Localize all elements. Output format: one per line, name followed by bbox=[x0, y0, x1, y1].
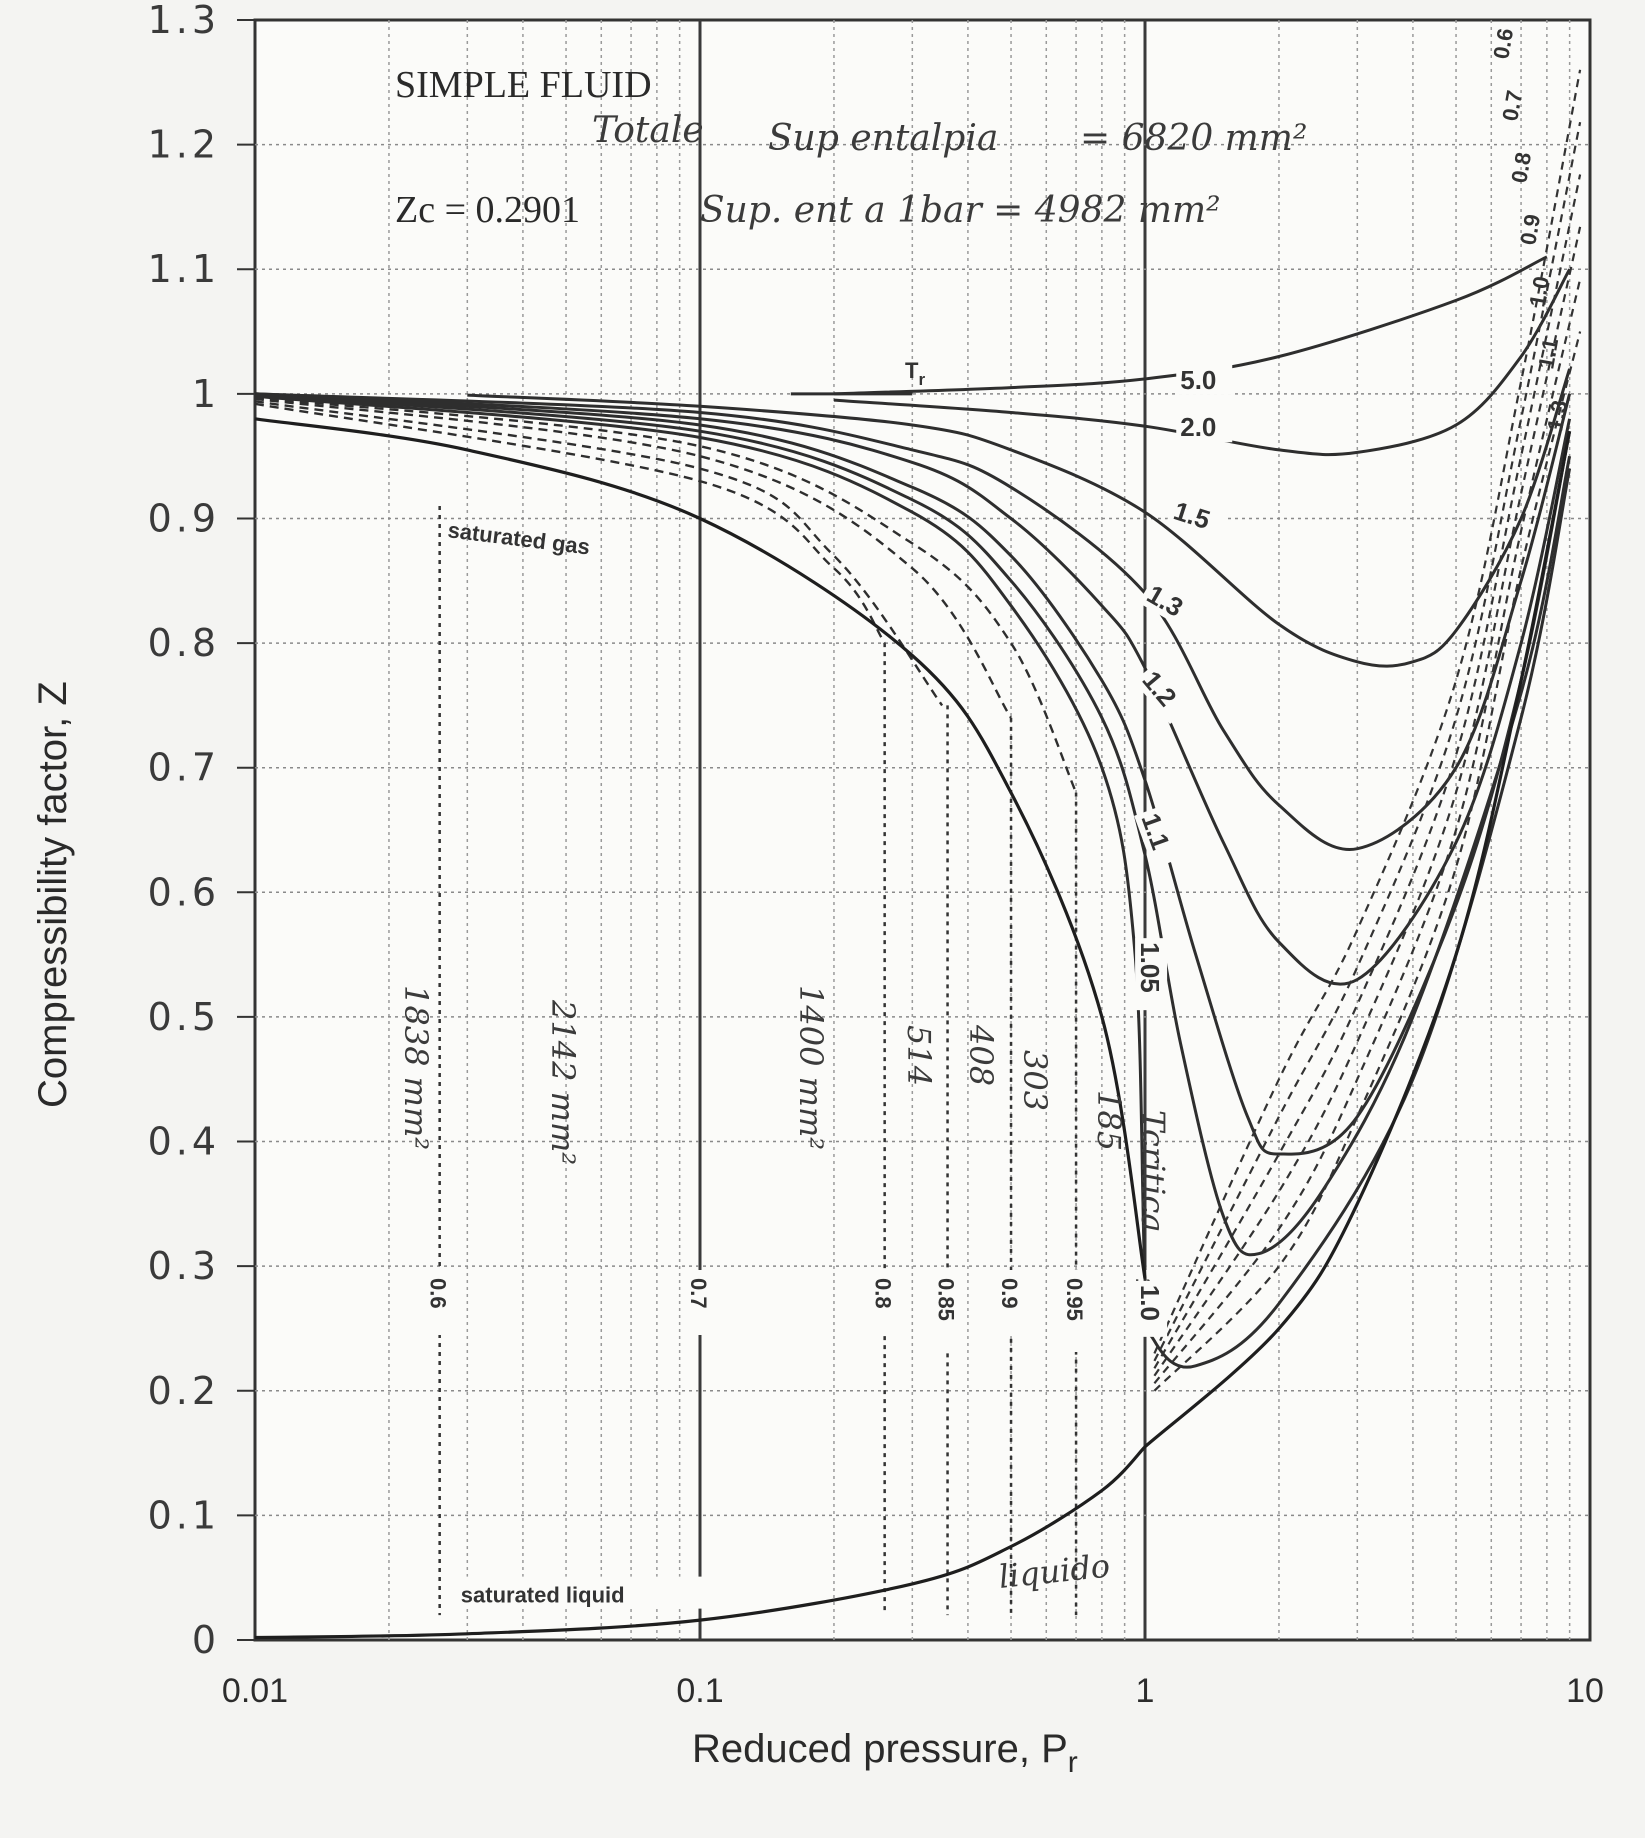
isotherm-label-bg bbox=[995, 1270, 1028, 1335]
chart-title: SIMPLE FLUID bbox=[395, 64, 652, 106]
isotherm-curve-dashed bbox=[254, 402, 886, 644]
y-tick-label: 0.4 bbox=[148, 1120, 220, 1164]
isotherm-label-bg bbox=[684, 1270, 716, 1335]
edge-isotherm-label: 0.7 bbox=[1497, 88, 1527, 122]
edge-isotherm-label: 1.0 bbox=[1524, 274, 1554, 308]
y-tick-label: 0.7 bbox=[148, 746, 220, 790]
isotherm-label-bg bbox=[1060, 1270, 1093, 1352]
plot-frame bbox=[253, 18, 1592, 1642]
y-tick-label: 0.1 bbox=[148, 1493, 220, 1537]
isotherm-label: 0.8 bbox=[871, 1278, 896, 1309]
isotherm-curve-dashed bbox=[254, 397, 1013, 719]
compressed-liquid-isotherm bbox=[1153, 278, 1582, 1384]
edge-isotherm-label: 0.9 bbox=[1515, 212, 1545, 246]
isotherm-label-bg bbox=[868, 1270, 901, 1335]
isotherm-label: 0.6 bbox=[426, 1278, 451, 1309]
tr-axis-label: Tr bbox=[905, 358, 925, 389]
curve-label-bg bbox=[1135, 938, 1168, 1011]
y-axis-label: Compressibility factor, Z bbox=[31, 681, 75, 1108]
edge-isotherm-label: 0.6 bbox=[1488, 26, 1518, 60]
x-axis-label: Reduced pressure, Pr bbox=[692, 1727, 1078, 1779]
y-tick-label: 1 bbox=[192, 372, 220, 416]
isotherm-label: 0.9 bbox=[997, 1278, 1022, 1309]
isotherm-curve bbox=[467, 368, 1572, 668]
tr-axis-label-main: T bbox=[905, 358, 919, 383]
note-totale: Totale bbox=[592, 110, 704, 151]
curve-label-bg bbox=[1138, 574, 1204, 631]
note-area-1bar: Sup. ent a 1bar = 4982 mm² bbox=[700, 190, 1221, 231]
curve-label-bg bbox=[1176, 410, 1233, 443]
y-tick-labels: 0 0.1 0.2 0.3 0.4 0.5 0.6 0.7 0.8 0.9 1 1.1 1.2 1.3 bbox=[148, 0, 255, 1662]
curve-label-bg bbox=[1134, 804, 1184, 869]
curve-label: 2.0 bbox=[1180, 412, 1216, 442]
edge-isotherm-label: 1.1 bbox=[1533, 336, 1563, 370]
curves bbox=[254, 69, 1582, 1640]
tr-axis-label-sub: r bbox=[918, 370, 925, 389]
x-tick-label: 10 bbox=[1566, 1672, 1604, 1710]
isotherm-label: 0.7 bbox=[686, 1278, 711, 1309]
y-tick-label: 0.8 bbox=[148, 621, 220, 665]
y-tick-label: 1.2 bbox=[148, 123, 220, 167]
compressed-liquid-isotherm bbox=[1153, 174, 1582, 1369]
isotherm-curve bbox=[254, 393, 1572, 1257]
note-sup-entalpia: Sup entalpia bbox=[768, 118, 998, 159]
x-tick-labels: 0.01 0.1 1 10 bbox=[222, 1672, 1604, 1710]
saturated-liquid-curve bbox=[254, 1445, 1147, 1640]
compressed-liquid-isotherm bbox=[1153, 69, 1582, 1354]
isotherm-curve-dashed bbox=[254, 396, 1078, 794]
isotherm-curve-dashed bbox=[254, 400, 944, 707]
note-2142: 2142 mm² bbox=[544, 999, 582, 1165]
x-tick-label: 1 bbox=[1136, 1672, 1155, 1710]
y-tick-label: 0.5 bbox=[148, 995, 220, 1039]
saturated-gas-curve bbox=[254, 417, 1147, 1279]
y-tick-label: 1.1 bbox=[148, 247, 220, 291]
isotherm-curve bbox=[833, 268, 1571, 457]
isotherm-label-bg bbox=[423, 1270, 456, 1335]
isotherm-curve bbox=[254, 392, 1572, 852]
compressed-liquid-isotherm bbox=[1153, 331, 1582, 1392]
y-tick-label: 1.3 bbox=[148, 0, 220, 42]
isotherm-curve bbox=[254, 393, 1572, 1156]
y-tick-label: 0.6 bbox=[148, 870, 220, 914]
x-axis-label-sub: r bbox=[1068, 1746, 1078, 1779]
note-1400: 1400 mm² bbox=[792, 985, 830, 1150]
note-514: 514 bbox=[900, 1025, 938, 1086]
note-tcritica: Tcritica bbox=[1134, 1110, 1172, 1232]
note-1838: 1838 mm² bbox=[397, 985, 435, 1150]
curve-label: 1.0 bbox=[1135, 1285, 1165, 1321]
isotherm-label-bg bbox=[931, 1270, 964, 1352]
y-tick-label: 0.2 bbox=[148, 1369, 220, 1413]
note-408: 408 bbox=[962, 1024, 1000, 1086]
curve-label-bg bbox=[1135, 1280, 1168, 1337]
x-axis-label-main: Reduced pressure, P bbox=[692, 1727, 1068, 1771]
compressed-liquid-isotherm bbox=[1153, 226, 1582, 1377]
note-303: 303 bbox=[1016, 1050, 1054, 1111]
y-tick-label: 0.9 bbox=[148, 496, 220, 540]
curve-label: 1.05 bbox=[1135, 942, 1165, 993]
compressed-liquid-curve bbox=[1143, 430, 1572, 1448]
note-total-area: = 6820 mm² bbox=[1080, 118, 1307, 159]
x-tick-label: 0.1 bbox=[676, 1672, 723, 1710]
saturated-liquid-label-bg bbox=[453, 1576, 719, 1609]
curve-label-bg bbox=[1133, 660, 1195, 725]
chart-subtitle: Zc = 0.2901 bbox=[395, 189, 580, 231]
isotherm-label: 0.85 bbox=[934, 1278, 959, 1321]
saturated-liquid-label: saturated liquid bbox=[461, 1583, 625, 1608]
note-185: 185 bbox=[1090, 1090, 1128, 1151]
y-tick-label: 0 bbox=[192, 1618, 220, 1662]
curve-label-bg bbox=[1166, 492, 1230, 541]
y-tick-label: 0.3 bbox=[148, 1244, 220, 1288]
curve-label: 5.0 bbox=[1180, 365, 1216, 395]
edge-isotherm-label: 0.8 bbox=[1506, 150, 1536, 184]
compressed-liquid-isotherm bbox=[1153, 121, 1582, 1362]
edge-isotherm-label: 1.3 bbox=[1542, 398, 1572, 432]
isotherm-curve bbox=[254, 392, 1572, 986]
isotherm-label: 0.95 bbox=[1062, 1278, 1087, 1321]
x-tick-label: 0.01 bbox=[222, 1672, 288, 1710]
curve-label-bg bbox=[1176, 362, 1233, 395]
